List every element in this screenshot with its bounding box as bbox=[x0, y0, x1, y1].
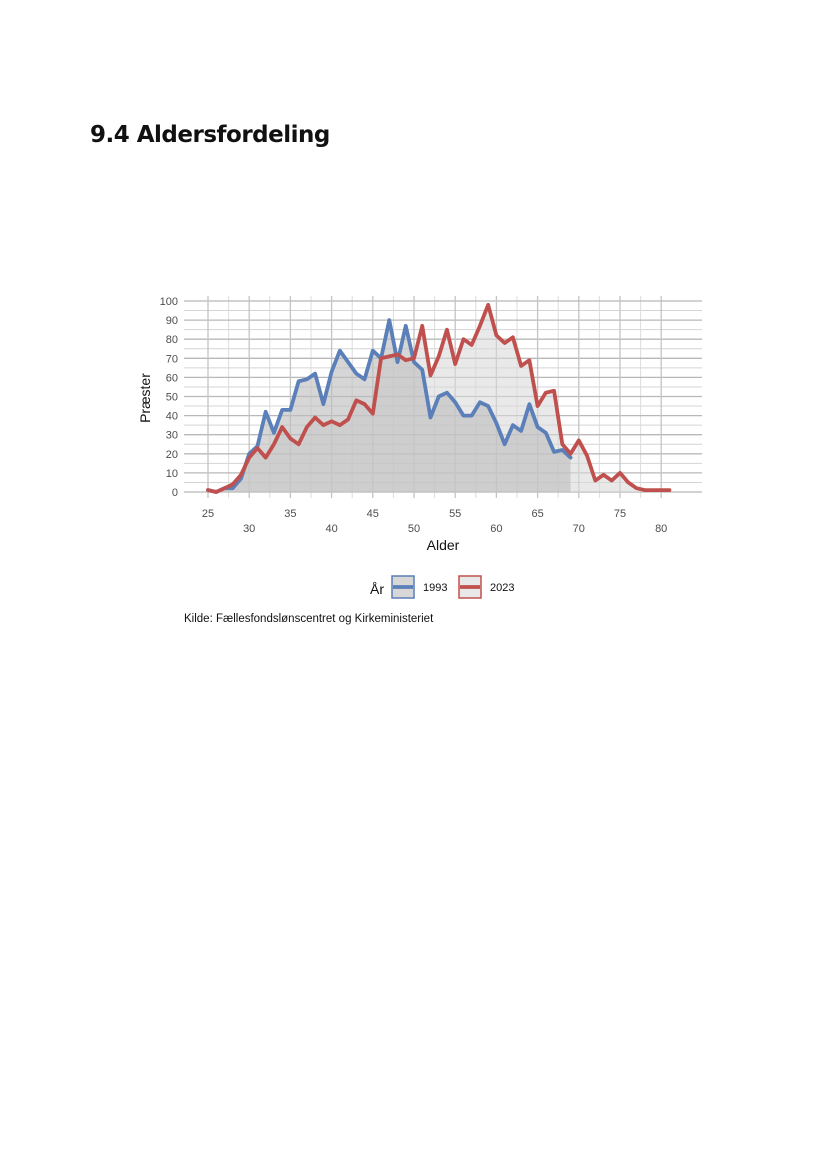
x-tick-label: 50 bbox=[408, 523, 420, 535]
y-tick-label: 10 bbox=[166, 468, 178, 480]
y-tick-label: 0 bbox=[172, 487, 178, 499]
y-tick-label: 100 bbox=[160, 296, 178, 308]
x-tick-label: 30 bbox=[243, 523, 255, 535]
x-tick-label: 60 bbox=[490, 523, 502, 535]
x-tick-label: 65 bbox=[531, 508, 543, 520]
x-tick-label: 40 bbox=[325, 523, 337, 535]
legend-label-1993: 1993 bbox=[423, 582, 447, 594]
x-tick-label: 25 bbox=[202, 508, 214, 520]
chart-lines bbox=[206, 302, 672, 494]
legend-label-2023: 2023 bbox=[490, 582, 514, 594]
x-axis-title: Alder bbox=[427, 537, 460, 553]
x-tick-label: 55 bbox=[449, 508, 461, 520]
legend-title: År bbox=[370, 581, 384, 597]
page-title: 9.4 Aldersfordeling bbox=[90, 122, 330, 148]
line-series-2023 bbox=[206, 302, 672, 494]
x-tick-label: 75 bbox=[614, 508, 626, 520]
area-series-1993 bbox=[208, 320, 571, 492]
x-axis-ticks: 25 30 35 40 45 50 55 60 65 70 75 80 bbox=[202, 508, 667, 535]
y-axis-title: Præster bbox=[137, 373, 153, 423]
y-tick-label: 70 bbox=[166, 353, 178, 365]
y-tick-label: 80 bbox=[166, 334, 178, 346]
line-series-1993 bbox=[206, 318, 573, 494]
y-axis-ticks: 0 10 20 30 40 50 60 70 80 90 100 bbox=[160, 296, 178, 499]
source-note: Kilde: Fællesfondslønscentret og Kirkemi… bbox=[184, 613, 434, 625]
y-tick-label: 20 bbox=[166, 449, 178, 461]
y-tick-label: 90 bbox=[166, 315, 178, 327]
x-tick-label: 45 bbox=[367, 508, 379, 520]
y-tick-label: 40 bbox=[166, 411, 178, 423]
y-tick-label: 60 bbox=[166, 372, 178, 384]
legend: År 1993 2023 bbox=[370, 575, 514, 599]
x-tick-label: 35 bbox=[284, 508, 296, 520]
y-tick-label: 30 bbox=[166, 430, 178, 442]
x-tick-label: 70 bbox=[573, 523, 585, 535]
age-distribution-chart: 25 30 35 40 45 50 55 60 65 70 75 80 0 10 20 30 40 50 60 70… bbox=[137, 296, 702, 599]
y-tick-label: 50 bbox=[166, 392, 178, 404]
x-tick-label: 80 bbox=[655, 523, 667, 535]
